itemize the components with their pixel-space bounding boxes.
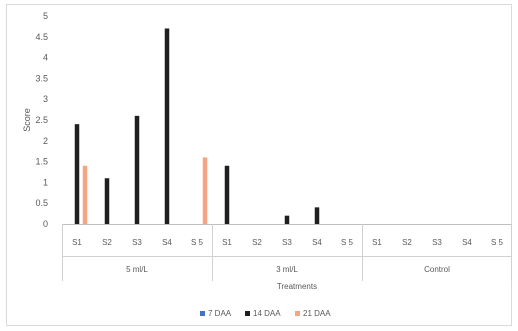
y-tick-label: 5 — [43, 11, 48, 21]
labels: 0 0.5 1 1.5 2 2.5 3 3.5 4 4.5 5 Score S1 S2 S3 S4 S 5 5 m… — [22, 11, 504, 291]
legend-label: 14 DAA — [253, 309, 281, 318]
chart-frame — [6, 4, 512, 326]
legend: 7 DAA 14 DAA 21 DAA — [200, 309, 331, 318]
x-tick-label: S2 — [102, 238, 112, 247]
group-label: Control — [424, 265, 450, 274]
y-tick-label: 3.5 — [35, 73, 48, 83]
x-tick-label: S2 — [402, 238, 412, 247]
y-tick-label: 0 — [43, 219, 48, 229]
legend-swatch — [245, 311, 250, 316]
x-axis-title: Treatments — [277, 282, 317, 291]
x-tick-label: S4 — [462, 238, 472, 247]
group-label: 3 ml/L — [276, 265, 298, 274]
bar — [284, 215, 290, 224]
x-tick-label: S4 — [312, 238, 322, 247]
legend-swatch — [200, 311, 205, 316]
group-label: 5 ml/L — [126, 265, 148, 274]
bar — [202, 157, 208, 224]
bars — [74, 28, 320, 225]
x-tick-label: S4 — [162, 238, 172, 247]
bar — [224, 165, 230, 224]
legend-label: 21 DAA — [303, 309, 331, 318]
y-tick-label: 1.5 — [35, 157, 48, 167]
x-tick-label: S3 — [132, 238, 142, 247]
x-tick-label: S1 — [72, 238, 82, 247]
legend-label: 7 DAA — [208, 309, 232, 318]
y-tick-label: 4 — [43, 53, 48, 63]
y-tick-label: 3 — [43, 94, 48, 104]
y-tick-label: 2 — [43, 136, 48, 146]
bar — [104, 178, 110, 224]
x-tick-label: S3 — [432, 238, 442, 247]
y-tick-label: 4.5 — [35, 32, 48, 42]
bar — [82, 165, 88, 224]
axes — [62, 224, 512, 281]
x-tick-label: S 5 — [341, 238, 354, 247]
bar — [134, 115, 140, 224]
y-axis-title: Score — [22, 108, 32, 132]
y-tick-label: 0.5 — [35, 198, 48, 208]
legend-swatch — [295, 311, 300, 316]
bar — [314, 207, 320, 224]
y-tick-label: 2.5 — [35, 115, 48, 125]
x-tick-label: S 5 — [491, 238, 504, 247]
y-tick-label: 1 — [43, 177, 48, 187]
x-tick-label: S 5 — [191, 238, 204, 247]
bar — [164, 28, 170, 225]
x-tick-label: S2 — [252, 238, 262, 247]
x-tick-label: S3 — [282, 238, 292, 247]
x-tick-label: S1 — [372, 238, 382, 247]
x-tick-label: S1 — [222, 238, 232, 247]
bar — [74, 124, 80, 224]
